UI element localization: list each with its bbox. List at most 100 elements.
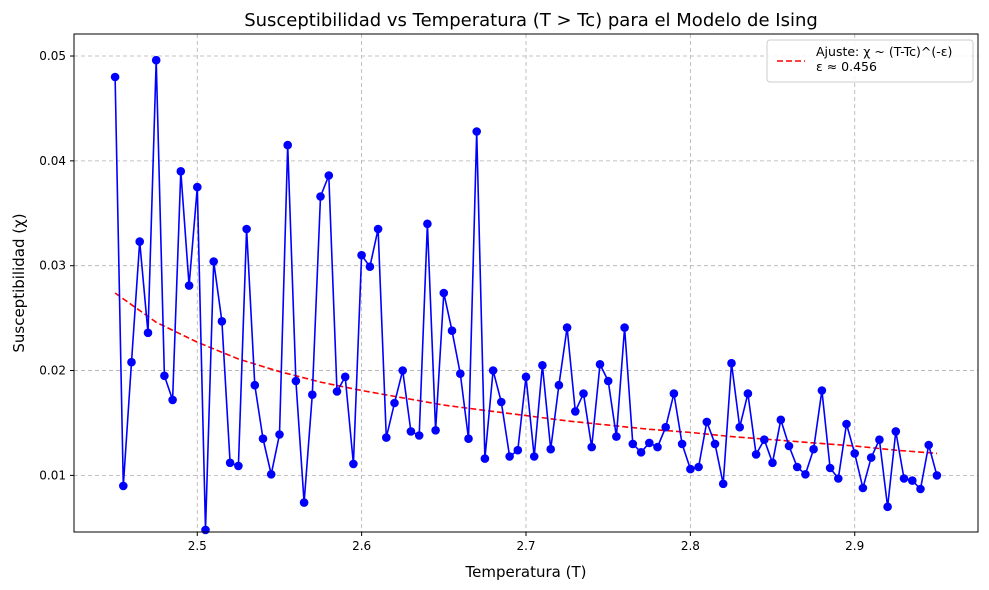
data-point [283, 140, 293, 150]
data-point [201, 525, 210, 535]
y-tick-label: 0.05 [39, 49, 66, 63]
data-point [299, 498, 309, 507]
y-axis: 0.01 0.02 0.03 0.04 0.05 [39, 49, 74, 482]
data-point [160, 371, 169, 381]
data-point [373, 224, 383, 234]
data-point [612, 432, 621, 441]
data-point [620, 323, 629, 332]
data-point [414, 431, 424, 440]
data-point [743, 389, 753, 398]
data-point [349, 459, 358, 469]
data-point [168, 395, 177, 405]
data-point [579, 389, 588, 398]
data-point [842, 419, 851, 429]
data-point [110, 72, 120, 82]
data-point [628, 439, 638, 449]
data-point [653, 442, 662, 452]
data-point [875, 435, 884, 445]
data-point [365, 262, 375, 272]
x-tick-label: 2.5 [188, 539, 207, 553]
data-point [184, 281, 194, 290]
data-point [513, 445, 523, 455]
data-point [390, 398, 399, 408]
data-point [456, 369, 465, 379]
data-series [110, 55, 942, 535]
data-point [431, 426, 440, 435]
data-point [924, 440, 933, 450]
data-point [209, 257, 218, 266]
data-point [636, 448, 646, 457]
data-point [234, 461, 243, 471]
y-tick-label: 0.04 [39, 154, 66, 168]
data-point [858, 483, 868, 493]
data-point [357, 250, 366, 260]
data-point [603, 376, 613, 386]
data-point [661, 422, 670, 432]
data-point [275, 430, 284, 439]
data-point [546, 444, 555, 454]
data-point [217, 317, 227, 326]
data-point [151, 55, 161, 65]
data-point [932, 471, 942, 480]
data-point [801, 470, 810, 479]
data-point [464, 434, 473, 444]
x-tick-label: 2.6 [352, 539, 371, 553]
data-point [439, 288, 449, 298]
x-axis: 2.5 2.6 2.7 2.8 2.9 [188, 532, 864, 553]
data-point [645, 438, 654, 448]
data-point [266, 470, 276, 479]
data-point [916, 484, 925, 494]
data-point [242, 224, 251, 234]
data-point [784, 441, 794, 451]
data-point [850, 449, 859, 458]
data-point [308, 390, 317, 400]
data-point [891, 427, 901, 436]
data-point [488, 366, 498, 375]
data-point [423, 219, 432, 229]
data-point [595, 360, 605, 369]
data-point [686, 464, 695, 474]
fit-curve [114, 292, 937, 455]
data-point [768, 458, 777, 468]
y-axis-label: Susceptibilidad (χ) [10, 213, 28, 352]
x-tick-label: 2.9 [845, 539, 864, 553]
data-point [669, 389, 679, 398]
data-point [143, 328, 153, 338]
data-point [554, 380, 564, 390]
data-point [529, 452, 539, 461]
data-point [291, 376, 301, 386]
data-point [562, 323, 572, 332]
y-tick-label: 0.03 [39, 259, 66, 273]
grid [74, 34, 978, 532]
data-point [406, 427, 416, 436]
data-point [751, 450, 761, 459]
data-point [883, 502, 892, 512]
data-point [472, 127, 482, 136]
legend-fit-label: Ajuste: χ ~ (T-Tc)^(-ε) ε ≈ 0.456 [816, 44, 952, 74]
fit-line [114, 292, 937, 455]
legend: Ajuste: χ ~ (T-Tc)^(-ε) ε ≈ 0.456 [766, 39, 974, 83]
x-tick-label: 2.7 [516, 539, 535, 553]
legend-line: ε ≈ 0.456 [816, 59, 877, 74]
data-point [702, 417, 712, 427]
data-point [908, 476, 917, 485]
data-point [817, 386, 827, 395]
data-point [727, 358, 736, 368]
data-point [571, 407, 580, 416]
data-point [735, 422, 744, 432]
data-point [521, 372, 531, 382]
legend-line: Ajuste: χ ~ (T-Tc)^(-ε) [816, 44, 952, 59]
data-point [899, 474, 909, 483]
data-point [587, 442, 596, 452]
data-point [825, 463, 835, 473]
y-tick-label: 0.01 [39, 468, 66, 482]
data-point [119, 481, 128, 491]
data-point [332, 387, 342, 396]
data-point [776, 415, 786, 425]
x-axis-label: Temperatura (T) [465, 563, 587, 581]
data-point [447, 326, 457, 336]
data-point [809, 444, 818, 454]
data-point [677, 439, 687, 449]
data-point [316, 192, 325, 201]
chart-title: Susceptibilidad vs Temperatura (T > Tc) … [244, 10, 818, 31]
